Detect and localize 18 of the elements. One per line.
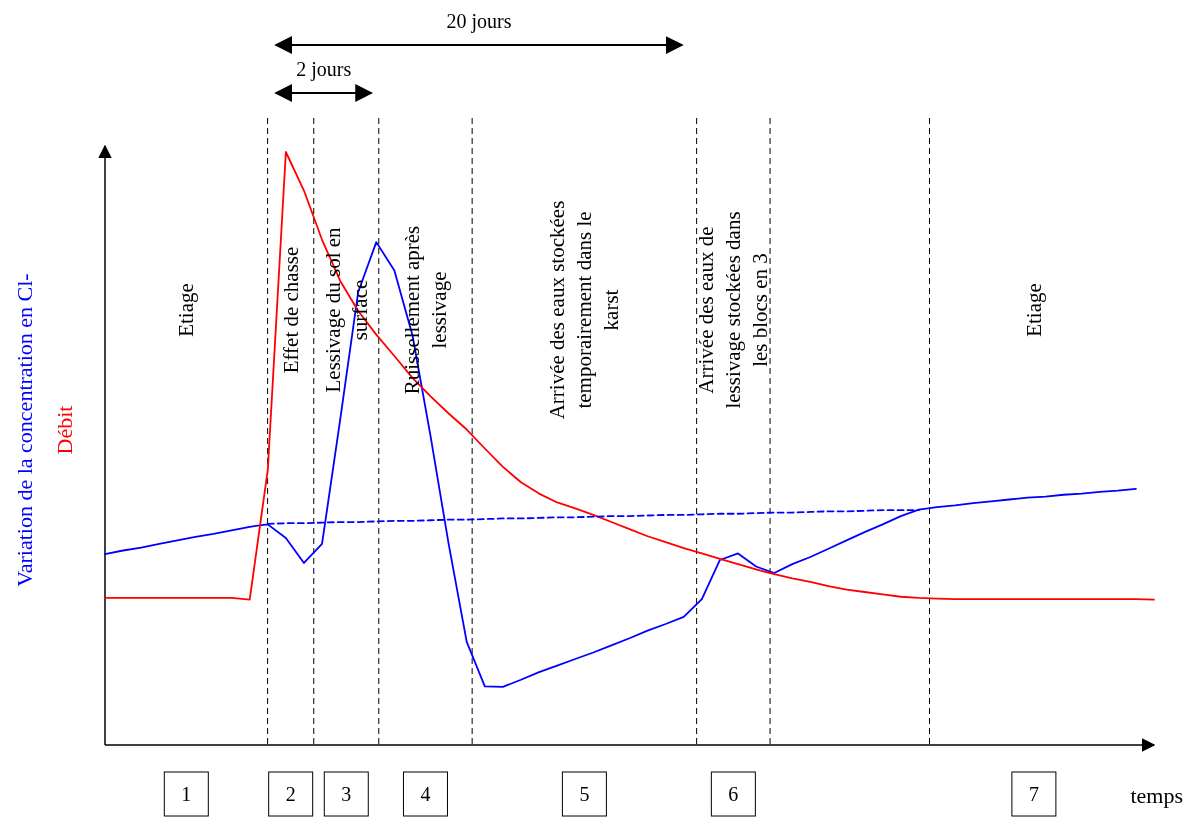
text: 1 — [181, 783, 192, 805]
text: 2 jours — [296, 58, 352, 81]
x-axis-title: temps — [1130, 783, 1183, 808]
annotation: Ruissellement après lessivage — [399, 225, 451, 395]
annotation: Effet de chasse — [278, 246, 303, 374]
text: Variation de la concentration en Cl- — [12, 273, 37, 587]
text: 2 — [285, 783, 296, 805]
annotation: Etiage — [174, 283, 199, 337]
text: 6 — [728, 783, 739, 805]
annotation: Etiage — [1021, 283, 1046, 337]
text: 5 — [579, 783, 590, 805]
text: Débit — [52, 405, 77, 455]
text: 4 — [420, 783, 431, 805]
text: 3 — [341, 783, 352, 805]
annotation: Arrivée des eaux stockées temporairement dans le karst — [545, 200, 624, 420]
text: 7 — [1028, 783, 1039, 805]
annotation: Lessivage du sol en surface — [320, 226, 372, 393]
text: 20 jours — [446, 10, 512, 33]
